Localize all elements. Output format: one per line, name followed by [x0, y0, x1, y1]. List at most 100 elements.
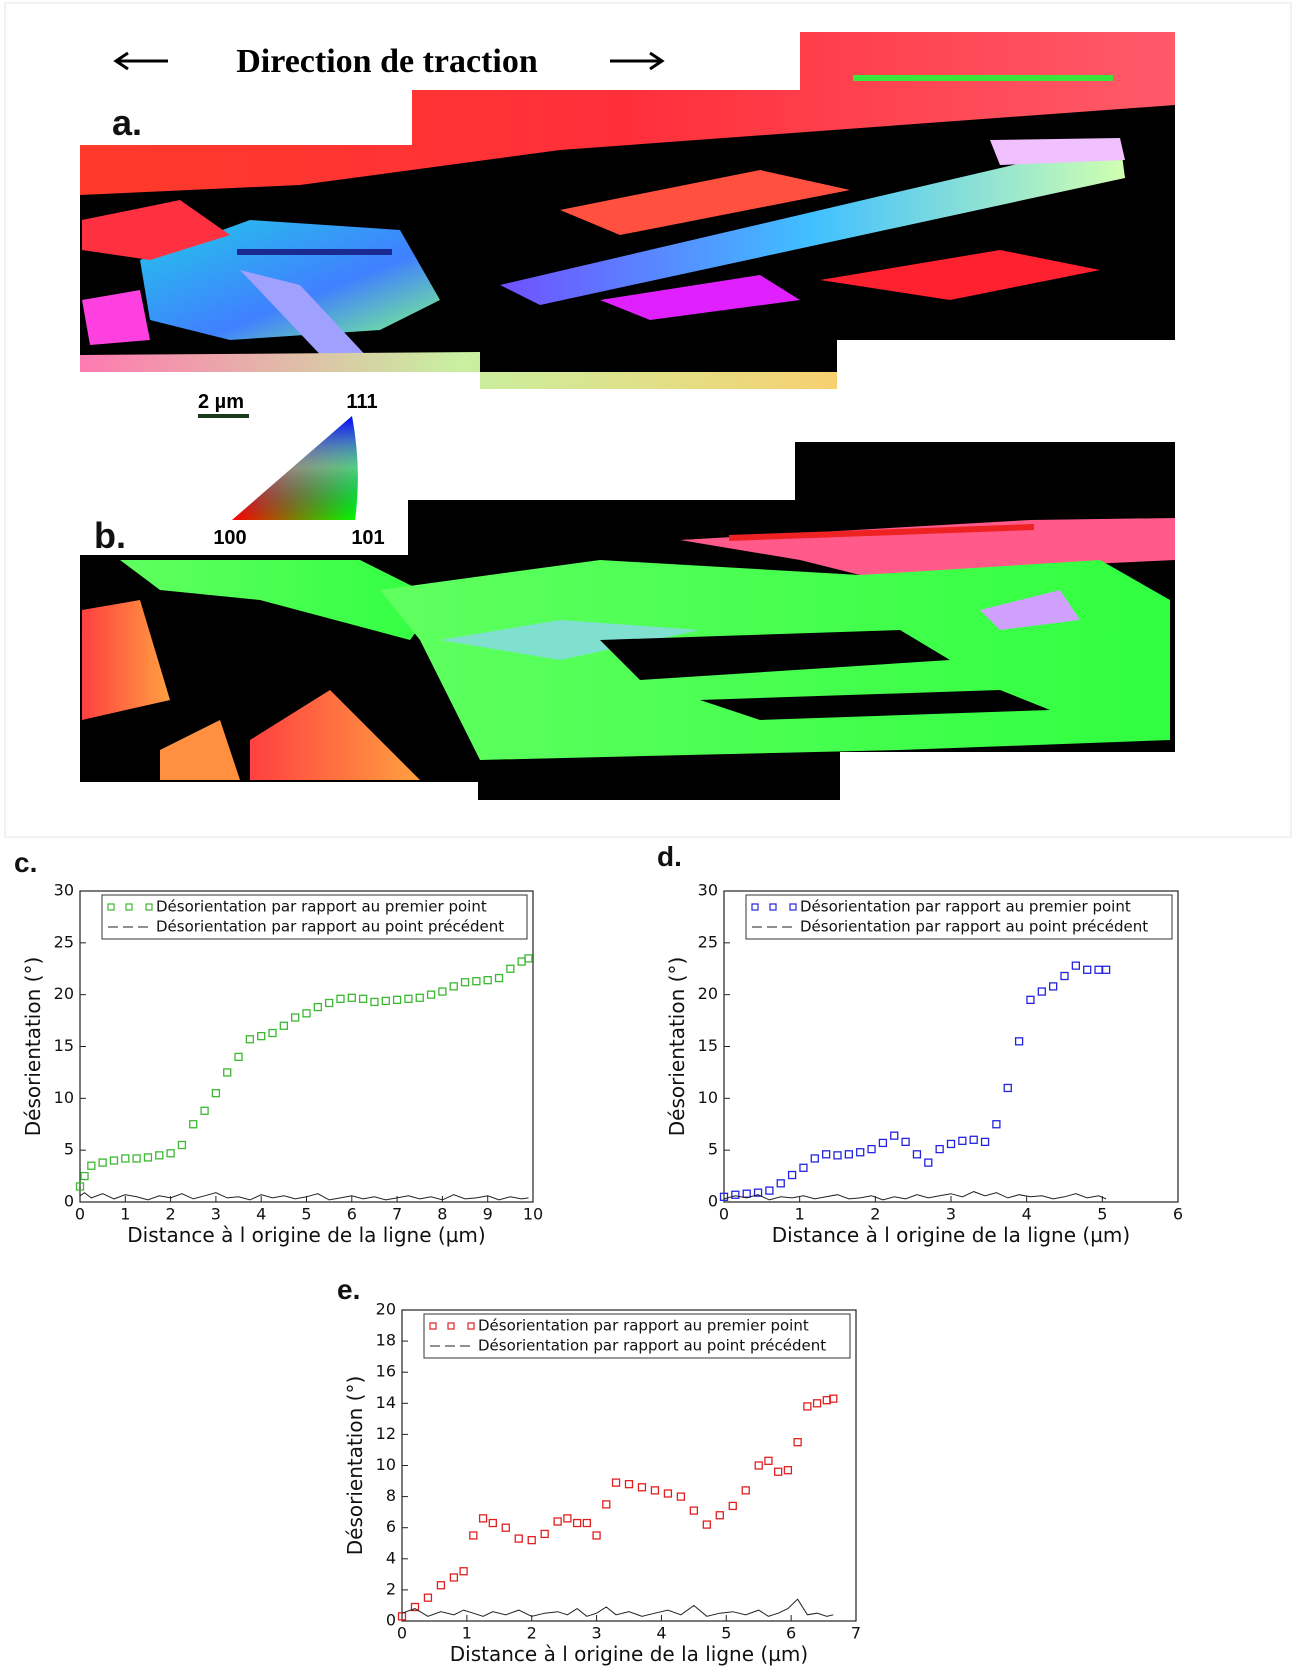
marker [166, 1149, 175, 1158]
marker [211, 1089, 221, 1098]
y-tick-label: 15 [54, 1036, 74, 1055]
marker [833, 1151, 842, 1160]
x-tick-label: 1 [795, 1205, 805, 1224]
marker [650, 1486, 660, 1495]
legend-marker [467, 1322, 475, 1330]
x-tick-label: 4 [1022, 1205, 1032, 1224]
marker [753, 1188, 763, 1197]
marker [1083, 965, 1092, 974]
y-tick-label: 20 [698, 984, 718, 1003]
marker [663, 1489, 673, 1498]
x-axis-label: Distance à l origine de la ligne (µm) [450, 1642, 808, 1666]
marker [501, 1523, 510, 1532]
marker [524, 954, 533, 963]
y-tick-label: 16 [376, 1362, 396, 1381]
marker [563, 1514, 572, 1523]
ipf-label: 100 [213, 527, 246, 549]
scale-bar-label: 2 µm [198, 391, 244, 413]
y-tick-label: 25 [54, 932, 74, 951]
marker [488, 1518, 497, 1528]
x-axis-label: Distance à l origine de la ligne (µm) [772, 1223, 1130, 1247]
marker [856, 1148, 865, 1157]
marker [924, 1158, 933, 1167]
marker [527, 1535, 536, 1545]
y-tick-label: 10 [698, 1088, 718, 1107]
x-tick-label: 6 [347, 1205, 357, 1224]
marker [483, 976, 492, 985]
y-tick-label: 10 [376, 1455, 396, 1474]
marker [812, 1399, 822, 1408]
marker [901, 1137, 910, 1147]
arrow-right [610, 51, 665, 71]
marker [912, 1150, 922, 1159]
marker [776, 1179, 785, 1188]
marker [478, 1514, 488, 1523]
marker [702, 1520, 711, 1529]
marker [460, 978, 470, 987]
legend-marker [107, 903, 115, 911]
marker [109, 1156, 119, 1165]
legend-label: Désorientation par rapport au premier po… [156, 898, 487, 916]
marker [268, 1028, 277, 1038]
marker [347, 993, 356, 1002]
legend-marker [125, 903, 133, 911]
marker [592, 1531, 601, 1540]
marker [358, 994, 368, 1003]
x-tick-label: 0 [75, 1205, 85, 1224]
marker [540, 1529, 549, 1539]
y-tick-label: 20 [54, 984, 74, 1003]
y-tick-label: 0 [386, 1611, 396, 1630]
marker [469, 1531, 478, 1540]
y-tick-label: 0 [64, 1192, 74, 1211]
y-tick-label: 4 [386, 1548, 396, 1567]
panel-label: e. [337, 1274, 360, 1305]
ipf-legend [232, 416, 358, 520]
marker [87, 1161, 96, 1170]
marker [410, 1602, 420, 1612]
marker [793, 1438, 802, 1447]
marker [472, 977, 481, 986]
marker [799, 1163, 808, 1172]
marker [449, 982, 458, 991]
legend-label: Désorientation par rapport au point préc… [478, 1337, 826, 1355]
marker [764, 1456, 773, 1465]
marker [436, 1581, 446, 1590]
marker [324, 998, 334, 1008]
legend-marker [751, 903, 759, 911]
marker [958, 1136, 967, 1145]
y-tick-label: 20 [376, 1300, 396, 1319]
marker [689, 1506, 699, 1515]
y-tick-label: 5 [708, 1140, 718, 1159]
marker [844, 1150, 853, 1159]
marker [302, 1009, 311, 1018]
legend-box [423, 1313, 851, 1359]
marker [637, 1483, 647, 1492]
y-tick-label: 25 [698, 932, 718, 951]
y-tick-label: 30 [54, 881, 74, 900]
legend-marker [429, 1322, 437, 1330]
marker [1049, 982, 1058, 991]
marker [200, 1106, 209, 1115]
marker [1094, 965, 1103, 974]
marker [132, 1154, 141, 1163]
panel-label: d. [657, 841, 682, 872]
ipf-label: 111 [346, 391, 377, 413]
line-series [79, 1192, 529, 1201]
legend-box [745, 894, 1173, 940]
y-tick-label: 30 [698, 881, 718, 900]
marker [1060, 971, 1069, 981]
marker [602, 1500, 611, 1509]
marker [946, 1139, 956, 1149]
x-tick-label: 0 [719, 1205, 729, 1224]
marker [935, 1144, 944, 1154]
x-tick-label: 5 [1097, 1205, 1107, 1224]
marker [177, 1140, 187, 1150]
marker [313, 1002, 322, 1012]
marker [279, 1021, 289, 1030]
marker [415, 993, 424, 1002]
marker [423, 1593, 433, 1602]
marker [517, 957, 526, 966]
marker [121, 1154, 130, 1163]
marker [426, 990, 436, 999]
legend-marker [769, 903, 777, 911]
